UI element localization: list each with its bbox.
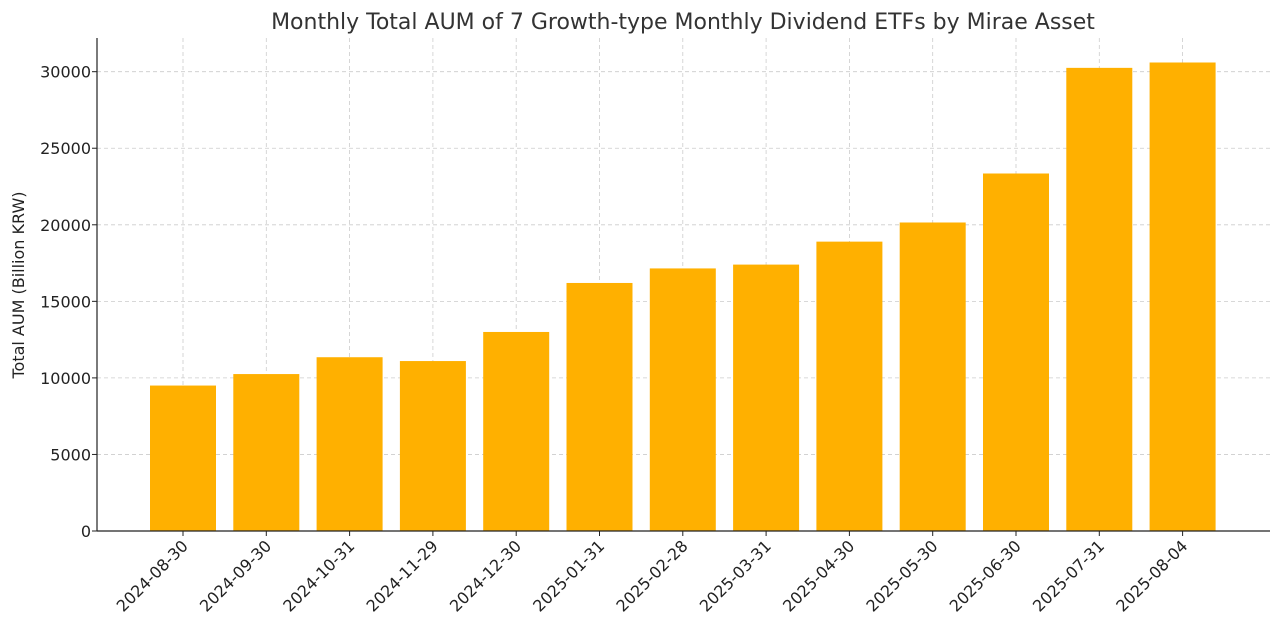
- bar: [399, 361, 466, 531]
- chart-title: Monthly Total AUM of 7 Growth-type Month…: [271, 10, 1095, 35]
- bar: [733, 264, 800, 531]
- bar: [483, 331, 550, 531]
- bar: [566, 282, 633, 531]
- bar: [150, 385, 216, 531]
- x-tick-label: 2025-03-31: [696, 536, 775, 615]
- y-tick-label: 10000: [40, 369, 91, 388]
- x-tick-label: 2024-09-30: [196, 536, 275, 615]
- x-tick-label: 2024-10-31: [279, 536, 358, 615]
- bar: [233, 374, 300, 531]
- bar: [316, 357, 383, 531]
- x-tick-label: 2024-11-29: [363, 536, 442, 615]
- x-tick-label: 2025-08-04: [1112, 536, 1191, 615]
- x-tick-label: 2025-04-30: [779, 536, 858, 615]
- x-tick-label: 2025-01-31: [529, 536, 608, 615]
- x-tick-label: 2025-02-28: [612, 536, 691, 615]
- y-tick-label: 30000: [40, 63, 91, 82]
- x-tick-label: 2024-12-30: [446, 536, 525, 615]
- y-axis-label: Total AUM (Billion KRW): [9, 191, 28, 379]
- bar: [816, 241, 883, 531]
- axes-layer: [92, 38, 1270, 536]
- x-tick-label: 2025-05-30: [862, 536, 941, 615]
- bar: [649, 268, 716, 531]
- bar: [1066, 67, 1133, 531]
- y-tick-label: 20000: [40, 216, 91, 235]
- x-tick-label: 2025-07-31: [1029, 536, 1108, 615]
- x-tick-label: 2025-06-30: [946, 536, 1025, 615]
- x-tick-label: 2024-08-30: [113, 536, 192, 615]
- y-tick-label: 15000: [40, 292, 91, 311]
- bar: [983, 173, 1049, 531]
- bar: [899, 222, 966, 531]
- y-tick-label: 5000: [50, 445, 91, 464]
- bar: [1149, 62, 1216, 532]
- y-tick-label: 25000: [40, 139, 91, 158]
- bars-layer: [150, 62, 1216, 532]
- y-tick-label: 0: [81, 522, 91, 541]
